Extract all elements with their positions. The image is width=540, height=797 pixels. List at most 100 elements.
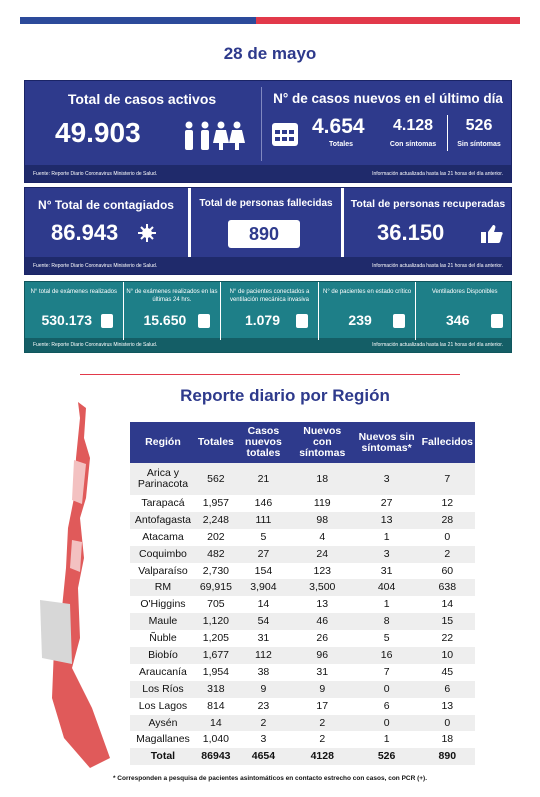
divider bbox=[80, 374, 460, 375]
table-cell: 14 bbox=[441, 598, 454, 611]
table-cell: 54 bbox=[235, 613, 291, 631]
table-cell: 6 bbox=[383, 699, 390, 712]
stat-value: 530.173 bbox=[41, 312, 93, 328]
source: Fuente: Reporte Diario Coronavirus Minis… bbox=[33, 170, 158, 177]
table-cell: 1 bbox=[383, 598, 390, 611]
table-row: Maule 1,120 54 46 8 15 bbox=[130, 613, 475, 631]
source: Fuente: Reporte Diario Coronavirus Minis… bbox=[33, 262, 158, 269]
table-cell: Antofagasta bbox=[130, 511, 196, 529]
table-cell: 123 bbox=[313, 564, 332, 577]
table-cell: 13 bbox=[353, 511, 420, 529]
table-cell: 7 bbox=[419, 463, 475, 495]
virus-icon bbox=[138, 224, 156, 242]
stat-value: 346 bbox=[446, 312, 470, 328]
stat-value: 1.079 bbox=[244, 312, 280, 328]
table-cell: 13 bbox=[441, 699, 454, 712]
recovered-value: 36.150 bbox=[377, 220, 445, 245]
table-cell: 482 bbox=[195, 545, 236, 563]
panel-hospital: Fuente: Reporte Diario Coronavirus Minis… bbox=[24, 281, 512, 353]
table-cell: 18 bbox=[290, 463, 354, 495]
source: Fuente: Reporte Diario Coronavirus Minis… bbox=[33, 342, 158, 348]
table-cell: 2,248 bbox=[195, 511, 236, 529]
table-cell: 2 bbox=[290, 714, 354, 732]
table-row: Aysén 14 2 2 0 0 bbox=[130, 714, 475, 732]
table-cell: 814 bbox=[207, 699, 225, 712]
table-cell: 98 bbox=[290, 511, 354, 529]
table-cell: 526 bbox=[353, 748, 420, 766]
table-cell: 154 bbox=[254, 564, 273, 577]
panel-cases: Total de casos activos 49.903 N° de caso… bbox=[24, 80, 512, 183]
table-row: Magallanes 1,040 3 2 1 18 bbox=[130, 731, 475, 748]
asym-label: Sin síntomas bbox=[457, 141, 501, 148]
stat-value: 239 bbox=[348, 312, 372, 328]
table-cell: 31 bbox=[316, 665, 329, 678]
table-cell: 60 bbox=[441, 564, 454, 577]
table-row: Antofagasta 2,248 111 98 13 28 bbox=[130, 511, 475, 529]
table-row: Total 86943 4654 4128 526 890 bbox=[130, 748, 475, 766]
table-cell: 22 bbox=[441, 632, 454, 645]
table-cell: 86943 bbox=[195, 748, 236, 766]
updated: Información actualizada hasta las 21 hor… bbox=[372, 262, 503, 269]
asym-value: 526 bbox=[465, 117, 493, 134]
table-cell: Araucanía bbox=[139, 665, 187, 678]
table-cell: 3,904 bbox=[235, 579, 291, 597]
table-cell: Coquimbo bbox=[130, 545, 196, 563]
table-cell: 1,120 bbox=[195, 613, 236, 631]
table-cell: 2 bbox=[235, 714, 291, 732]
sym-value: 4.128 bbox=[392, 117, 434, 134]
sym-label: Con síntomas bbox=[389, 141, 437, 148]
table-cell: 23 bbox=[257, 699, 270, 712]
table-row: O'Higgins 705 14 13 1 14 bbox=[130, 596, 475, 613]
stat-label: N° de exámenes realizados en las últimas… bbox=[126, 289, 218, 303]
table-cell: 4128 bbox=[290, 748, 354, 766]
table-cell: 28 bbox=[419, 511, 475, 529]
table-cell: O'Higgins bbox=[140, 598, 186, 611]
column-header: Totales bbox=[195, 422, 236, 463]
table-row: RM 69,915 3,904 3,500 404 638 bbox=[130, 579, 475, 597]
infected-title: N° Total de contagiados bbox=[38, 198, 174, 212]
column-header: Fallecidos bbox=[419, 422, 475, 463]
stat-icon bbox=[100, 314, 113, 328]
table-cell: 1,677 bbox=[195, 647, 236, 664]
table-cell: RM bbox=[130, 579, 196, 597]
people-icon bbox=[185, 121, 245, 150]
deaths-title: Total de personas fallecidas bbox=[199, 198, 333, 209]
table-cell: 9 bbox=[290, 680, 354, 698]
updated: Información actualizada hasta las 21 hor… bbox=[372, 342, 503, 348]
table-row: Araucanía 1,954 38 31 7 45 bbox=[130, 664, 475, 681]
stat-icon bbox=[393, 314, 406, 328]
region-table: Región Totales Casos nuevos totales Nuevos … bbox=[130, 422, 475, 766]
table-cell: 3 bbox=[353, 545, 420, 563]
table-cell: 16 bbox=[353, 647, 420, 664]
table-cell: 21 bbox=[235, 463, 291, 495]
table-cell: 46 bbox=[290, 613, 354, 631]
table-cell: 3,500 bbox=[290, 579, 354, 597]
thumb-icon bbox=[481, 225, 503, 243]
table-cell: Total bbox=[130, 748, 196, 766]
table-cell: 2 bbox=[419, 545, 475, 563]
stat-label: N° de pacientes en estado crítico bbox=[323, 289, 412, 295]
new-total-value: 4.654 bbox=[312, 115, 365, 138]
table-cell: 6 bbox=[419, 680, 475, 698]
table-row: Biobío 1,677 112 96 16 10 bbox=[130, 647, 475, 664]
table-cell: 4654 bbox=[235, 748, 291, 766]
stat-label: N° de pacientes conectados a ventilación… bbox=[229, 289, 310, 303]
table-cell: 1,957 bbox=[202, 496, 230, 509]
stat-icon bbox=[490, 314, 503, 328]
stripe-blue bbox=[20, 17, 256, 24]
table-cell: 318 bbox=[195, 680, 236, 698]
table-row: Ñuble 1,205 31 26 5 22 bbox=[130, 630, 475, 647]
table-cell: 8 bbox=[353, 613, 420, 631]
column-header: Región bbox=[130, 422, 196, 463]
table-row: Valparaíso 2,730 154 123 31 60 bbox=[130, 563, 475, 580]
table-cell: 10 bbox=[419, 647, 475, 664]
table-cell: 890 bbox=[419, 748, 475, 766]
table-cell: 1,205 bbox=[202, 632, 230, 645]
table-row: Los Lagos 814 23 17 6 13 bbox=[130, 698, 475, 715]
active-title: Total de casos activos bbox=[67, 91, 217, 107]
stat-icon bbox=[295, 314, 308, 328]
table-cell: 0 bbox=[353, 714, 420, 732]
stat-label: N° total de exámenes realizados bbox=[30, 289, 118, 295]
table-cell: 27 bbox=[235, 545, 291, 563]
table-cell: 404 bbox=[353, 579, 420, 597]
